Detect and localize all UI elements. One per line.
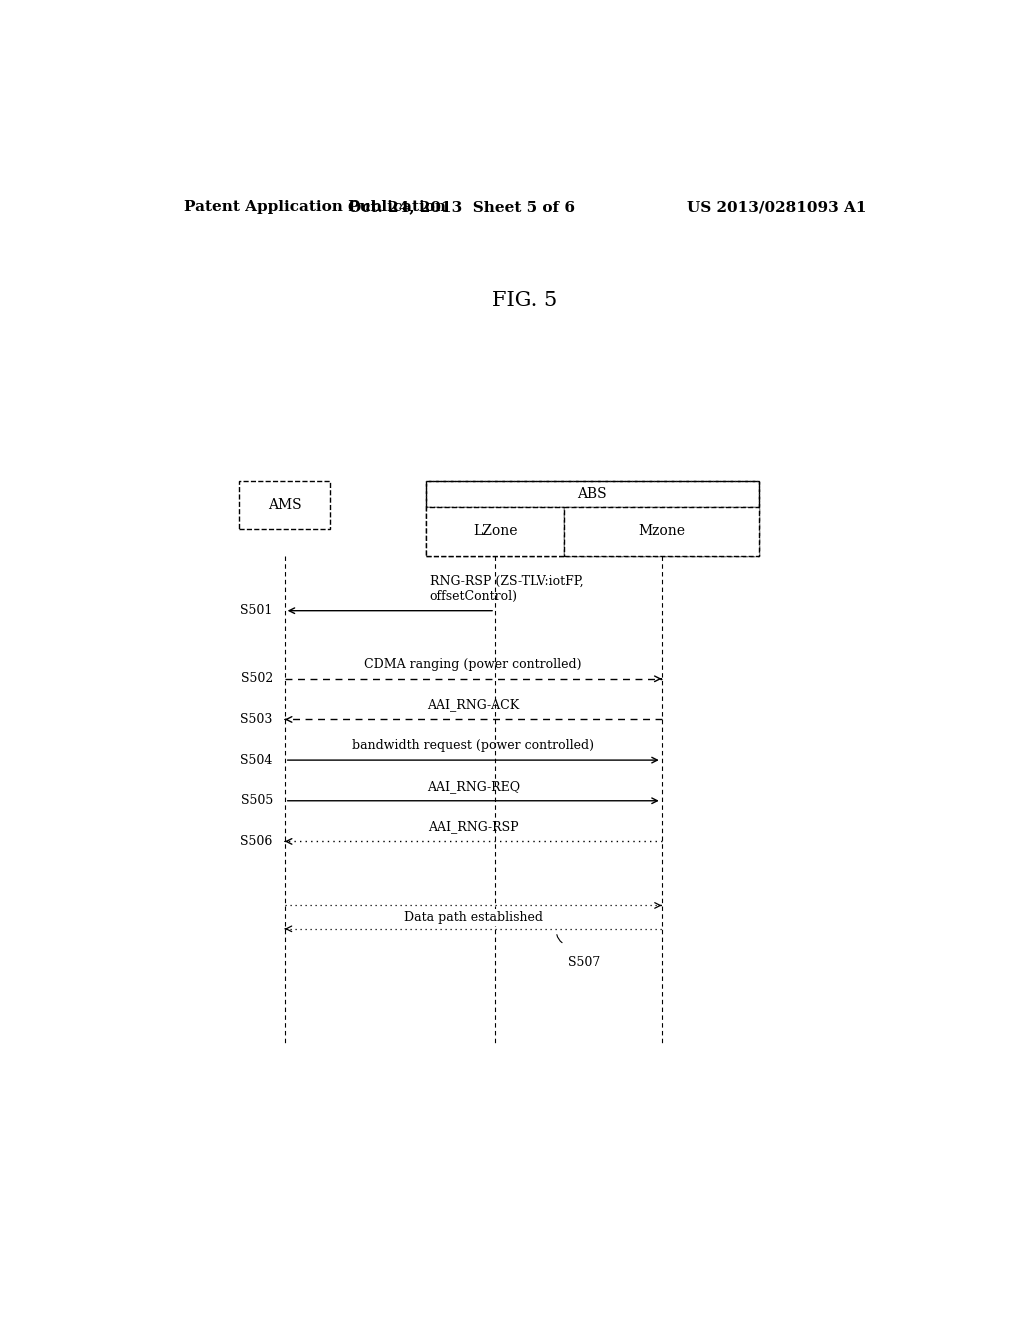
Bar <box>426 480 759 556</box>
Bar <box>426 507 564 556</box>
Text: FIG. 5: FIG. 5 <box>493 292 557 310</box>
Text: US 2013/0281093 A1: US 2013/0281093 A1 <box>686 201 866 214</box>
Text: AAI_RNG-ACK: AAI_RNG-ACK <box>427 698 519 711</box>
Text: ABS: ABS <box>578 487 607 500</box>
Text: AAI_RNG-REQ: AAI_RNG-REQ <box>427 780 520 792</box>
Text: AAI_RNG-RSP: AAI_RNG-RSP <box>428 820 518 833</box>
Text: S501: S501 <box>241 605 272 618</box>
Text: S504: S504 <box>241 754 272 767</box>
Bar <box>564 507 759 556</box>
Text: S503: S503 <box>241 713 272 726</box>
Text: Data path established: Data path established <box>403 911 543 924</box>
Text: bandwidth request (power controlled): bandwidth request (power controlled) <box>352 739 594 752</box>
Text: CDMA ranging (power controlled): CDMA ranging (power controlled) <box>365 657 582 671</box>
Text: S507: S507 <box>568 956 601 969</box>
Text: S505: S505 <box>241 795 272 808</box>
Text: Mzone: Mzone <box>638 524 685 539</box>
Bar <box>240 480 331 529</box>
Text: RNG-RSP (ZS-TLV:iotFP,
offsetControl): RNG-RSP (ZS-TLV:iotFP, offsetControl) <box>430 574 584 602</box>
Bar <box>426 480 759 507</box>
Text: Patent Application Publication: Patent Application Publication <box>183 201 445 214</box>
Text: Oct. 24, 2013  Sheet 5 of 6: Oct. 24, 2013 Sheet 5 of 6 <box>348 201 574 214</box>
Text: S506: S506 <box>241 836 272 847</box>
Text: LZone: LZone <box>473 524 517 539</box>
Text: S502: S502 <box>241 672 272 685</box>
Text: AMS: AMS <box>268 498 301 512</box>
